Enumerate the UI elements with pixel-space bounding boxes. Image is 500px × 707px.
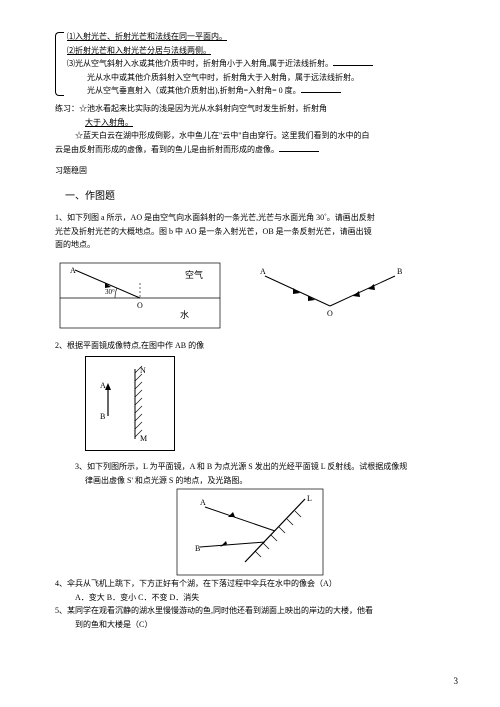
exercise-2a: ☆蓝天白云在湖中形成倒影，水中鱼儿在"云中"自由穿行。这里我们看到的水中的白 (75, 131, 370, 140)
svg-text:A: A (260, 267, 266, 276)
law-5: 光从空气垂直射入（或其他介质射出),折射角=入射角= 0 度。 (87, 86, 301, 95)
law-2: ⑵折射光芒和入射光芒分居与法线两侧。 (67, 46, 211, 55)
blank-line (279, 143, 319, 152)
svg-text:L: L (307, 494, 312, 503)
svg-text:水: 水 (180, 309, 189, 320)
review-title: 习题稳固 (55, 164, 450, 178)
q1-c: 面的地点。 (55, 238, 450, 252)
svg-text:A: A (70, 266, 76, 275)
q4-b: A．变大 B．变小 C．不变 D．消失 (75, 591, 450, 605)
q1-a: 1、如下列图 a 所示，AO 是由空气向水面斜射的一条光芒,光芒与水面光角 30… (55, 211, 450, 225)
q3-b: 律画出虚像 S' 和点光源 S 的地点，及光路图。 (85, 474, 450, 488)
q2: 2、根据平面镜成像特点,在图中作 AB 的像 (55, 339, 450, 353)
q4-a: 4、伞兵从飞机上跳下，下方正好有个湖，在下落过程中伞兵在水中的像会（A） (55, 577, 450, 591)
blank-line (333, 57, 373, 66)
svg-text:A: A (100, 381, 106, 390)
q5-b: 到的鱼和大楼是（C） (75, 618, 450, 632)
exercise-2b: 云是由反射而形成的虚像，看到的鱼儿是由折射而形成的虚像。 (55, 145, 279, 154)
svg-text:A: A (200, 498, 206, 507)
svg-text:N: N (140, 366, 146, 375)
svg-text:B: B (397, 267, 402, 276)
law-3: ⑶光从空气斜射入水或其他介质中时，折射角小于入射角,属于近法线折射。 (67, 59, 333, 68)
svg-text:O: O (327, 309, 333, 318)
svg-text:B: B (195, 544, 200, 553)
exercise-1b: 大于入射角。 (85, 118, 133, 127)
exercise-1a: 练习：☆池水看起来比实际的浅是因为光从水斜射向空气时发生折射，折射角 (55, 102, 450, 116)
law-4: 光从水中或其他介质斜射入空气中时，折射角大于入射角，属于远法线折射。 (87, 73, 359, 82)
svg-text:30°: 30° (105, 288, 115, 296)
figure-1a: A 空气 O 30° 水 (55, 258, 225, 333)
law-1: ⑴入射光芒、折射光芒和法线在同一平面内。 (67, 32, 227, 41)
svg-text:B: B (100, 412, 105, 421)
figure-3: A B L (175, 487, 450, 577)
q5-a: 5、某同学在观看沉静的湖水里慢慢游动的鱼,同时他还看到湖面上映出的岸边的大楼，他… (55, 604, 450, 618)
svg-text:O: O (137, 301, 143, 310)
svg-text:M: M (140, 434, 147, 443)
q3-a: 3、如下列图所示，L 为平面镜，A 和 B 为点光源 S 发出的光经平面镜 L … (75, 460, 450, 474)
q1-b: 光芒及折射光芒的大概地点。图 b 中 AO 是一条入射光芒，OB 是一条反射光芒… (55, 225, 450, 239)
figure-2: A B N M (85, 356, 175, 451)
figure-1b: A B O (245, 258, 415, 333)
section-1: 一、作图题 (65, 188, 450, 205)
blank-line (301, 84, 341, 93)
svg-text:空气: 空气 (185, 269, 203, 280)
page-number: 3 (454, 674, 459, 689)
